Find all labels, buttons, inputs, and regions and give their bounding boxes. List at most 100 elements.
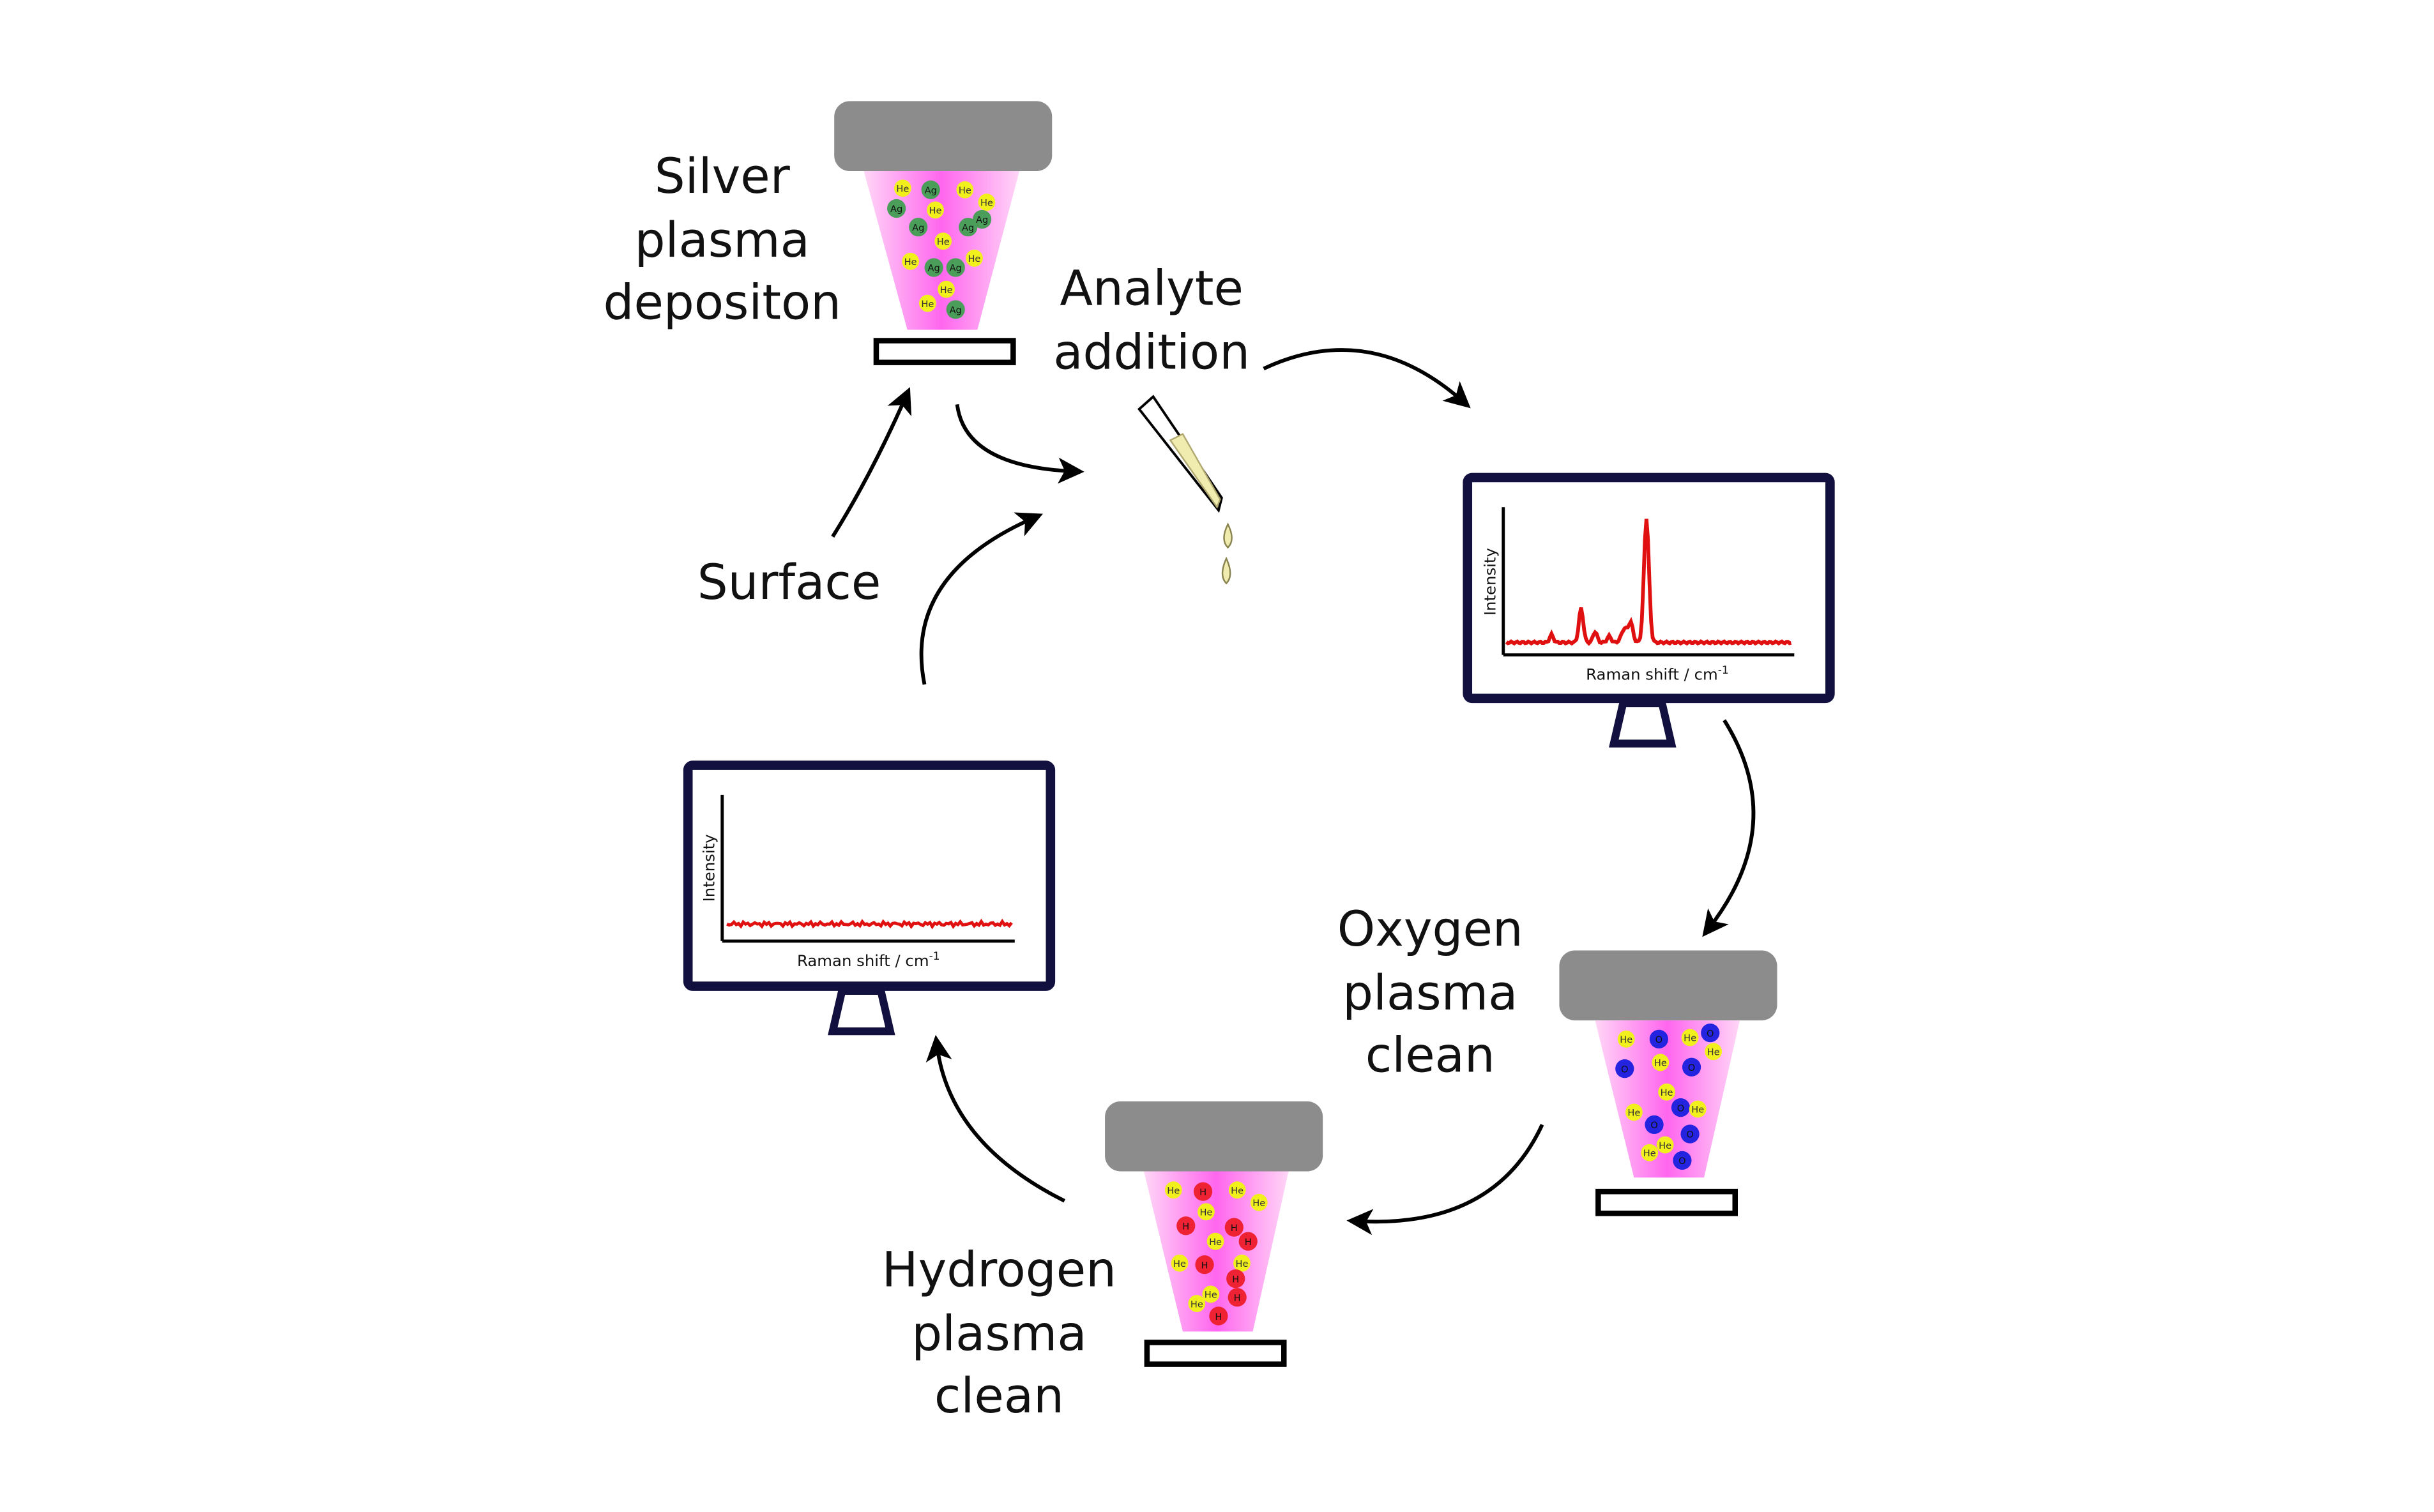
atom-symbol: He <box>1173 1259 1186 1269</box>
monitor-screen <box>683 760 1056 991</box>
label-analyte: Analyte addition <box>1053 260 1250 380</box>
oxygen-atom: O <box>1682 1057 1701 1077</box>
oxygen-atom: O <box>1649 1029 1669 1049</box>
hydrogen-atom: H <box>1176 1216 1196 1236</box>
silver-atom: Ag <box>959 218 978 237</box>
arrow-surface-up <box>919 512 1044 685</box>
helium-atom: He <box>894 179 911 197</box>
helium-atom: He <box>1206 1232 1224 1250</box>
atom-symbol: He <box>968 253 980 264</box>
atom-symbol: He <box>1231 1185 1244 1196</box>
helium-atom: He <box>1198 1203 1215 1221</box>
helium-atom: He <box>1233 1254 1251 1272</box>
atom-symbol: Ag <box>925 185 937 196</box>
atom-symbol: H <box>1234 1293 1241 1304</box>
silver-atom: Ag <box>909 218 928 237</box>
silver-atom: Ag <box>973 209 992 229</box>
atom-symbol: He <box>921 299 934 310</box>
helium-atom: He <box>1617 1030 1635 1048</box>
oxygen-atom: O <box>1673 1151 1692 1170</box>
helium-atom: He <box>1202 1285 1220 1303</box>
atom-symbol: H <box>1232 1274 1239 1285</box>
silver-atom: Ag <box>887 199 906 218</box>
y-axis-label: Intensity <box>1481 548 1500 616</box>
atom-symbol: He <box>1199 1207 1212 1218</box>
atom-symbol: H <box>1199 1187 1206 1198</box>
spectrum-line <box>1505 518 1792 646</box>
atom-symbol: He <box>940 285 953 296</box>
helium-atom: He <box>934 232 952 250</box>
atom-symbol: He <box>896 184 909 195</box>
droplet-icon <box>1221 556 1231 585</box>
label-line: plasma <box>635 212 810 268</box>
helium-atom: He <box>918 294 936 312</box>
helium-atom: He <box>902 252 919 270</box>
label-line: Hydrogen <box>882 1242 1116 1298</box>
atom-symbol: O <box>1650 1120 1658 1131</box>
label-hydrogen: Hydrogen plasma clean <box>882 1242 1116 1424</box>
arrow-silver-down <box>955 404 1084 484</box>
atom-symbol: He <box>1235 1259 1248 1269</box>
hydrogen-atom: H <box>1228 1288 1247 1307</box>
atom-symbol: H <box>1201 1260 1208 1271</box>
helium-atom: He <box>1656 1136 1674 1154</box>
helium-atom: He <box>1171 1254 1189 1272</box>
atom-symbol: He <box>929 206 942 216</box>
atom-symbol: He <box>1167 1185 1180 1196</box>
silver-atom: Ag <box>924 258 943 277</box>
atom-symbol: He <box>1661 1087 1673 1098</box>
atom-symbol: He <box>1205 1290 1217 1301</box>
helium-atom: He <box>956 181 974 199</box>
atom-symbol: He <box>1209 1237 1222 1248</box>
label-surface: Surface <box>697 554 881 610</box>
label-silver: Silver plasma depositon <box>604 148 842 330</box>
spectrum-line <box>726 918 1013 930</box>
label-line: addition <box>1053 324 1250 380</box>
helium-atom: He <box>1625 1103 1643 1121</box>
helium-atom: He <box>1164 1181 1182 1199</box>
oxygen-atom: O <box>1680 1124 1700 1144</box>
arrow-to-hydrogen <box>1346 1124 1544 1236</box>
monitor-stand <box>1609 699 1677 748</box>
substrate <box>873 338 1016 365</box>
monitor-spectrum-peaks: Intensity Raman shift / cm-1 <box>1463 472 1835 748</box>
atom-symbol: He <box>1654 1058 1667 1069</box>
atom-symbol: He <box>904 257 917 268</box>
helium-atom: He <box>978 193 996 211</box>
atom-symbol: Ag <box>962 222 974 233</box>
atom-symbol: H <box>1215 1312 1222 1322</box>
electrode <box>1559 950 1777 1021</box>
atom-symbol: He <box>1620 1034 1632 1045</box>
atom-symbol: Ag <box>950 305 962 316</box>
atom-symbol: O <box>1688 1062 1696 1073</box>
arrow-surface-label <box>831 387 912 538</box>
cycle-arrows <box>831 348 1756 1236</box>
atom-symbol: He <box>1252 1198 1265 1209</box>
atom-symbol: O <box>1655 1034 1663 1045</box>
oxygen-atom: O <box>1615 1059 1634 1078</box>
y-axis-label: Intensity <box>700 834 719 902</box>
hydrogen-atom: H <box>1209 1306 1228 1326</box>
atom-symbol: He <box>937 236 950 247</box>
monitor-stand <box>828 987 895 1036</box>
atom-symbol: O <box>1677 1103 1685 1114</box>
oxygen-atom: O <box>1645 1115 1664 1134</box>
pipette-liquid <box>1169 433 1221 509</box>
x-axis-label: Raman shift / cm-1 <box>797 950 940 970</box>
helium-atom: He <box>1689 1100 1707 1118</box>
silver-atom: Ag <box>921 180 940 199</box>
oxygen-atom: O <box>1671 1098 1691 1117</box>
electrode <box>1105 1101 1323 1172</box>
atom-symbol: O <box>1621 1064 1629 1075</box>
monitor-spectrum-flat: Intensity Raman shift / cm-1 <box>683 760 1056 1036</box>
label-line: plasma <box>911 1306 1086 1362</box>
atom-symbol: H <box>1245 1237 1252 1248</box>
atom-symbol: Ag <box>976 215 988 225</box>
atom-symbol: He <box>1659 1140 1671 1151</box>
label-line: clean <box>1365 1027 1495 1084</box>
helium-atom: He <box>1658 1083 1675 1101</box>
arrow-to-oxygen <box>1702 719 1756 937</box>
